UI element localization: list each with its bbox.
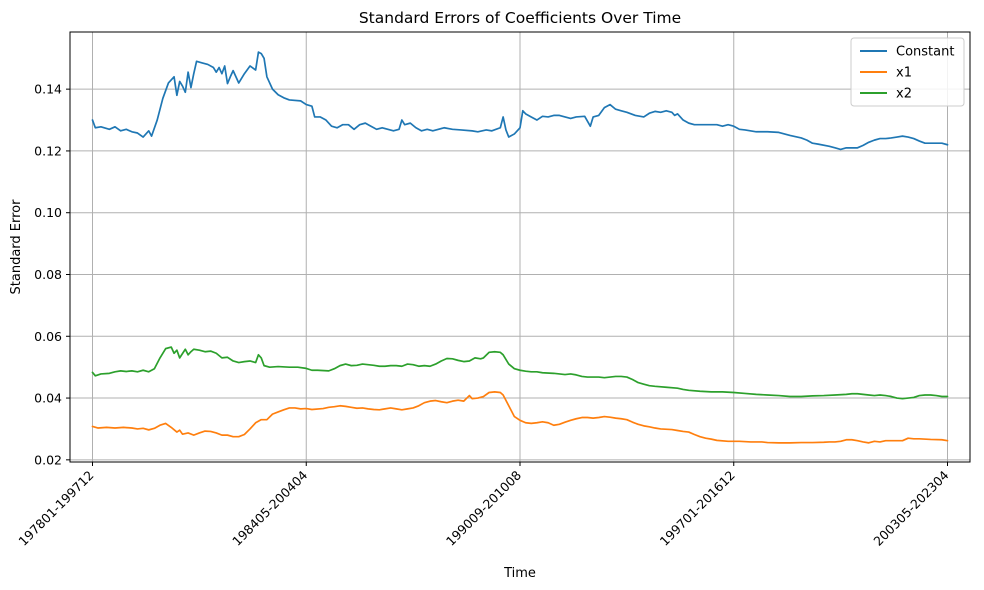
- y-tick-label: 0.10: [34, 205, 62, 220]
- series-line-constant: [91, 51, 949, 151]
- legend: Constant x1 x2: [850, 37, 965, 107]
- series-line-x2: [91, 346, 949, 400]
- x-tick-label: 200305-202304: [870, 467, 951, 548]
- y-axis-label: Standard Error: [9, 199, 24, 295]
- x-tick-layer: 197801-199712 198405-200404 199009-201008 1…: [15, 462, 952, 549]
- legend-label-constant: Constant: [896, 45, 954, 60]
- grid-layer: [70, 32, 970, 462]
- y-tick-label: 0.08: [34, 267, 62, 282]
- y-tick-label: 0.02: [34, 452, 62, 467]
- y-tick-label: 0.06: [34, 329, 62, 344]
- x-tick-label: 197801-199712: [15, 468, 96, 549]
- x-tick-label: 198405-200404: [229, 467, 310, 548]
- y-tick-label: 0.12: [34, 143, 62, 158]
- y-tick-label: 0.14: [34, 82, 62, 97]
- x-tick-label: 199701-201612: [657, 468, 738, 549]
- x-tick-label: 199009-201008: [443, 467, 524, 548]
- series-line-x1: [91, 391, 949, 444]
- x-axis-label: Time: [503, 566, 536, 581]
- chart-title: Standard Errors of Coefficients Over Tim…: [359, 9, 681, 27]
- legend-label-x1: x1: [896, 66, 912, 81]
- series-layer: [91, 51, 949, 444]
- y-tick-layer: 0.02 0.04 0.06 0.08 0.10 0.12 0.14: [34, 82, 70, 467]
- legend-label-x2: x2: [896, 87, 912, 102]
- y-tick-label: 0.04: [34, 391, 62, 406]
- legend-box: [850, 37, 965, 107]
